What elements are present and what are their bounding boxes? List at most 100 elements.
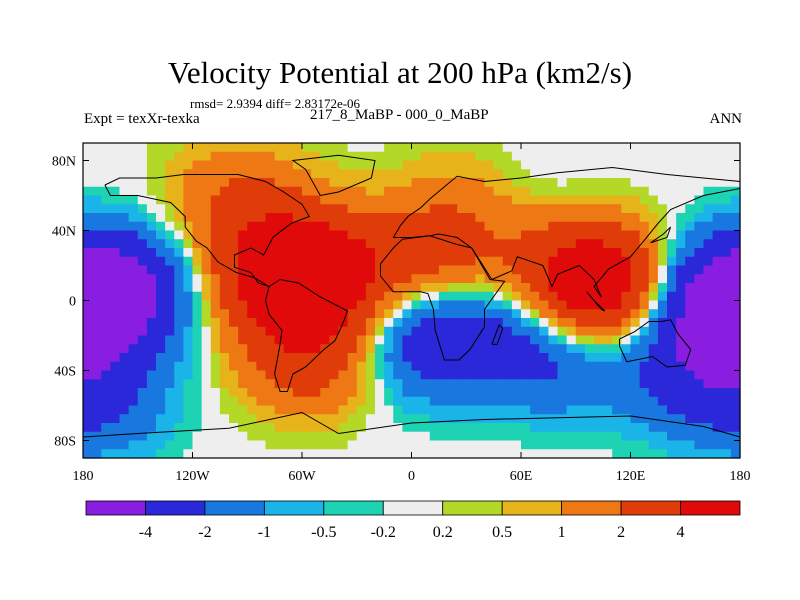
field-cell: [247, 160, 257, 170]
field-cell: [229, 204, 239, 214]
field-cell: [411, 143, 422, 153]
field-cell: [137, 151, 148, 162]
field-cell: [484, 335, 495, 345]
field-cell: [411, 195, 422, 205]
field-cell: [229, 256, 239, 267]
field-cell: [165, 353, 175, 363]
field-cell: [648, 265, 659, 275]
field-cell: [648, 160, 659, 170]
field-cell: [657, 230, 668, 240]
field-cell: [174, 388, 184, 398]
field-cell: [493, 291, 504, 302]
field-cell: [146, 178, 157, 188]
field-cell: [603, 396, 613, 407]
y-tick-label: 80N: [52, 155, 76, 170]
field-cell: [457, 335, 467, 345]
field-cell: [676, 213, 686, 223]
field-cell: [210, 274, 221, 284]
field-cell: [365, 274, 376, 284]
field-cell: [347, 204, 358, 214]
field-cell: [603, 300, 613, 310]
field-cell: [110, 379, 121, 389]
field-cell: [402, 318, 413, 328]
field-cell: [311, 151, 321, 162]
field-cell: [375, 291, 385, 302]
field-cell: [146, 283, 157, 293]
field-cell: [320, 379, 330, 389]
field-cell: [630, 213, 641, 223]
field-cell: [128, 440, 139, 450]
field-cell: [146, 239, 157, 249]
field-cell: [730, 195, 741, 205]
field-cell: [566, 283, 577, 293]
field-cell: [466, 151, 476, 162]
field-cell: [265, 213, 276, 223]
field-cell: [219, 169, 230, 179]
field-cell: [557, 178, 568, 188]
field-cell: [256, 388, 267, 398]
field-cell: [238, 256, 248, 267]
field-cell: [676, 265, 686, 275]
field-cell: [302, 388, 312, 398]
field-cell: [420, 204, 431, 214]
field-cell: [703, 169, 714, 179]
field-cell: [521, 405, 531, 415]
field-cell: [703, 396, 714, 407]
field-cell: [101, 221, 111, 232]
field-cell: [210, 151, 221, 162]
field-cell: [219, 204, 230, 214]
field-cell: [146, 388, 157, 398]
field-cell: [685, 283, 695, 293]
field-cell: [146, 248, 157, 258]
field-cell: [201, 414, 212, 424]
colorbar-label: -1: [258, 524, 271, 541]
field-cell: [292, 440, 303, 450]
field-cell: [429, 405, 440, 415]
field-cell: [384, 213, 394, 223]
field-cell: [338, 309, 349, 319]
field-cell: [128, 265, 139, 275]
colorbar-label: -4: [139, 524, 152, 541]
field-cell: [676, 186, 686, 197]
field-cell: [694, 248, 705, 258]
field-cell: [375, 300, 385, 310]
field-cell: [119, 335, 130, 345]
field-cell: [685, 318, 695, 328]
field-cell: [347, 256, 358, 267]
field-cell: [128, 423, 139, 433]
field-cell: [694, 300, 705, 310]
field-cell: [648, 361, 659, 372]
field-cell: [375, 283, 385, 293]
field-cell: [210, 291, 221, 302]
field-cell: [712, 248, 723, 258]
field-cell: [557, 344, 568, 354]
field-cell: [721, 256, 732, 267]
field-cell: [594, 388, 604, 398]
field-cell: [292, 370, 303, 380]
field-cell: [502, 396, 513, 407]
field-cell: [356, 431, 367, 442]
field-cell: [274, 326, 285, 337]
field-cell: [256, 344, 267, 354]
field-cell: [621, 230, 632, 240]
field-cell: [365, 143, 376, 153]
field-cell: [302, 326, 312, 337]
field-cell: [575, 195, 586, 205]
colorbar-swatch: [680, 500, 741, 516]
field-cell: [448, 318, 458, 328]
field-cell: [238, 335, 248, 345]
field-cell: [210, 309, 221, 319]
field-cell: [274, 178, 285, 188]
field-cell: [521, 248, 531, 258]
field-cell: [594, 353, 604, 363]
field-cell: [156, 291, 166, 302]
field-cell: [283, 318, 294, 328]
field-cell: [393, 440, 403, 450]
field-cell: [539, 178, 549, 188]
field-cell: [557, 379, 568, 389]
coastline-0: [104, 174, 311, 287]
field-cell: [411, 283, 422, 293]
field-cell: [192, 335, 203, 345]
field-cell: [311, 291, 321, 302]
field-cell: [457, 274, 467, 284]
